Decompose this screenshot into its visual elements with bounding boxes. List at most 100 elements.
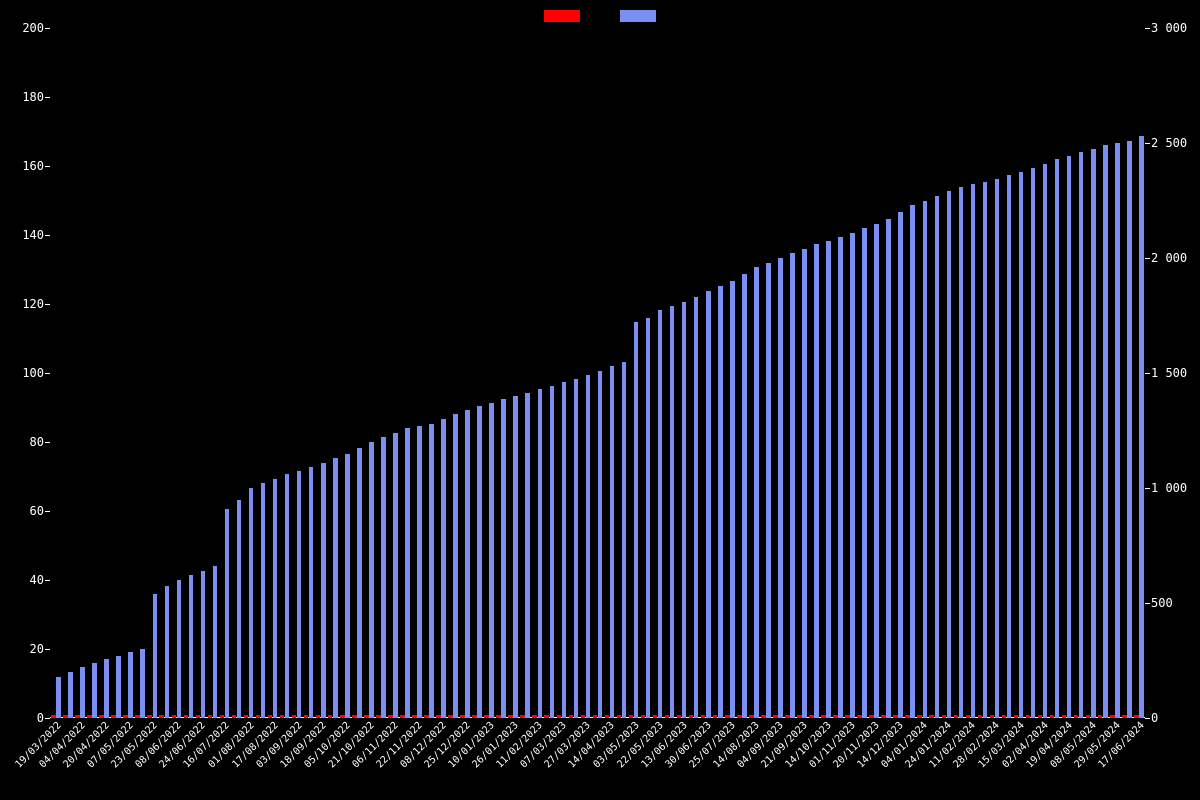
bar-slot: [471, 28, 483, 718]
bar-series-b: [646, 318, 651, 718]
bar-slot: [1013, 28, 1025, 718]
bar-series-b: [80, 667, 85, 718]
bar-slot: [868, 28, 880, 718]
bar-slot: [844, 28, 856, 718]
bar-series-b: [538, 389, 543, 718]
bar-series-b: [381, 437, 386, 718]
bar-series-b: [237, 500, 242, 719]
bar-slot: [303, 28, 315, 718]
y-right-tick: 1 000: [1145, 481, 1187, 495]
bar-series-b: [947, 191, 952, 718]
bar-series-b: [128, 652, 133, 718]
bar-slot: [255, 28, 267, 718]
bar-series-b: [501, 399, 506, 718]
bar-slot: [279, 28, 291, 718]
bar-series-b: [886, 219, 891, 718]
bar-series-b: [1043, 164, 1048, 718]
bar-series-b: [838, 237, 843, 718]
bar-slot: [399, 28, 411, 718]
bar-series-b: [634, 322, 639, 718]
bar-slot: [976, 28, 988, 718]
bar-slot: [664, 28, 676, 718]
bar-series-b: [730, 281, 735, 718]
bar-series-b: [489, 403, 494, 718]
bar-series-b: [742, 274, 747, 718]
bar-series-b: [225, 509, 230, 718]
bar-series-b: [983, 182, 988, 718]
bar-series-b: [92, 663, 97, 718]
bar-series-b: [959, 187, 964, 718]
bar-series-b: [1031, 168, 1036, 718]
bar-slot: [110, 28, 122, 718]
bar-slot: [603, 28, 615, 718]
bar-slot: [375, 28, 387, 718]
bar-series-b: [345, 454, 350, 719]
bar-slot: [86, 28, 98, 718]
y-left-tick: 100: [22, 366, 50, 380]
bar-series-b: [68, 672, 73, 718]
bar-series-b: [189, 575, 194, 718]
bar-slot: [435, 28, 447, 718]
bar-slot: [880, 28, 892, 718]
y-left-tick: 20: [30, 642, 50, 656]
bar-slot: [1037, 28, 1049, 718]
bar-series-b: [850, 233, 855, 718]
bar-series-b: [116, 656, 121, 718]
bar-slot: [74, 28, 86, 718]
bar-slot: [459, 28, 471, 718]
bar-slot: [50, 28, 62, 718]
bar-slot: [315, 28, 327, 718]
bar-series-b: [898, 212, 903, 718]
bar-series-b: [429, 424, 434, 718]
y-right-tick: 0: [1145, 711, 1158, 725]
bar-slot: [1049, 28, 1061, 718]
bar-slot: [194, 28, 206, 718]
bar-slot: [1121, 28, 1133, 718]
bar-slot: [230, 28, 242, 718]
bar-slot: [327, 28, 339, 718]
bar-series-b: [140, 649, 145, 718]
bar-series-b: [1055, 159, 1060, 718]
bar-slot: [760, 28, 772, 718]
bar-slot: [483, 28, 495, 718]
bar-slot: [579, 28, 591, 718]
bar-slot: [928, 28, 940, 718]
bar-slot: [700, 28, 712, 718]
bar-series-b: [513, 396, 518, 718]
bars-container: [50, 28, 1145, 718]
bar-series-b: [1139, 136, 1144, 718]
bar-slot: [736, 28, 748, 718]
bar-series-b: [862, 228, 867, 718]
bar-slot: [796, 28, 808, 718]
bar-slot: [1073, 28, 1085, 718]
y-right-tick: 2 500: [1145, 136, 1187, 150]
bar-series-b: [778, 258, 783, 718]
bar-slot: [784, 28, 796, 718]
y-left-tick: 40: [30, 573, 50, 587]
bar-series-b: [658, 310, 663, 718]
y-right-tick: 3 000: [1145, 21, 1187, 35]
bar-series-b: [718, 286, 723, 718]
bar-series-b: [1115, 143, 1120, 718]
bar-slot: [591, 28, 603, 718]
bar-slot: [628, 28, 640, 718]
chart-plot-area: 02040608010012014016018020005001 0001 50…: [50, 28, 1145, 718]
bar-slot: [543, 28, 555, 718]
bar-slot: [988, 28, 1000, 718]
bar-series-b: [297, 471, 302, 718]
bar-series-b: [910, 205, 915, 718]
bar-slot: [892, 28, 904, 718]
legend-swatch-b: [620, 10, 656, 22]
bar-series-b: [814, 244, 819, 718]
bar-slot: [1000, 28, 1012, 718]
bar-slot: [519, 28, 531, 718]
bar-slot: [158, 28, 170, 718]
bar-slot: [724, 28, 736, 718]
bar-series-b: [525, 393, 530, 718]
bar-series-b: [826, 241, 831, 718]
bar-slot: [363, 28, 375, 718]
bar-slot: [567, 28, 579, 718]
bar-series-b: [670, 306, 675, 718]
y-left-tick: 200: [22, 21, 50, 35]
bar-series-b: [1103, 145, 1108, 718]
